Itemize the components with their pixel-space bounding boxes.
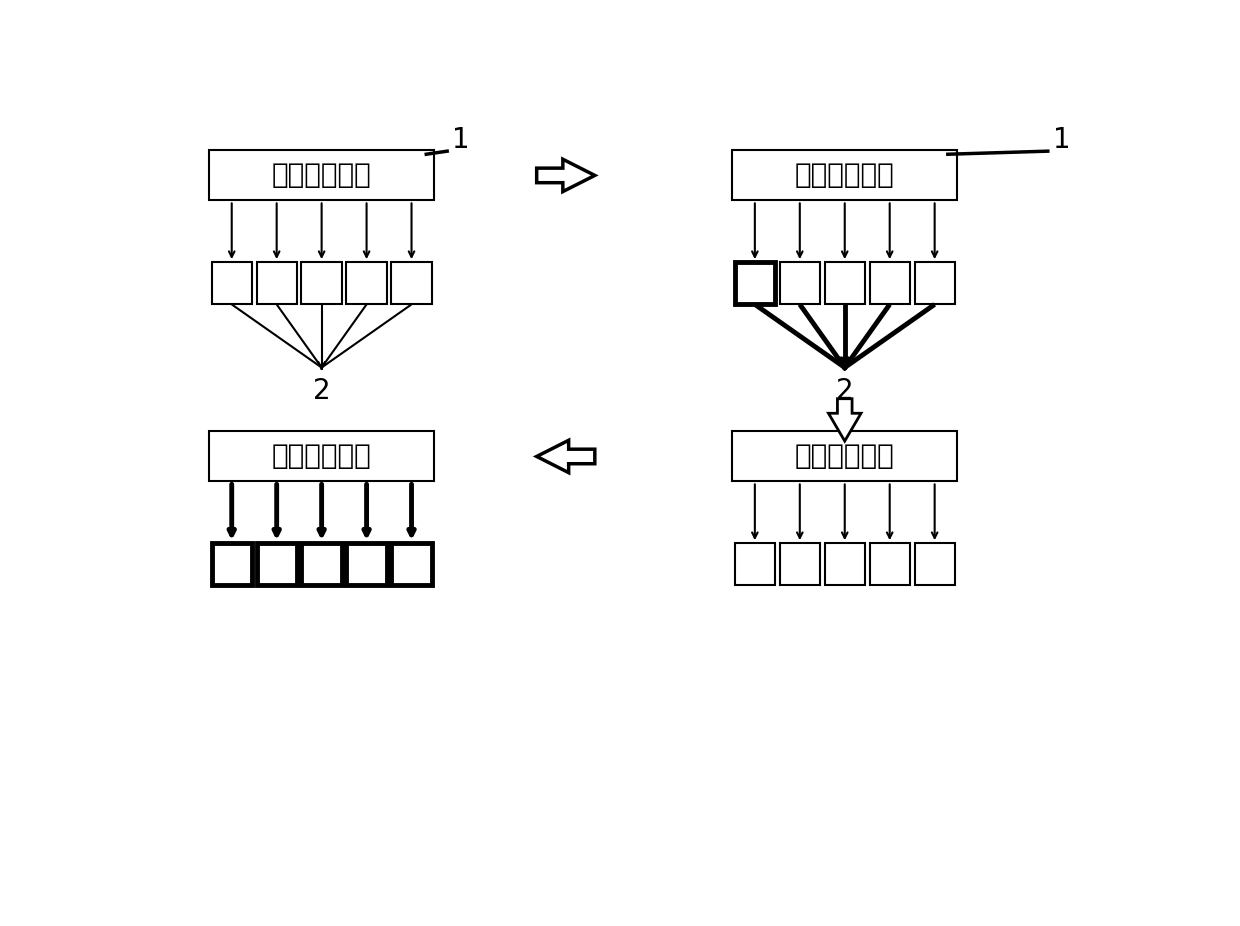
Bar xyxy=(780,543,820,585)
Bar xyxy=(346,543,387,585)
Text: 1: 1 xyxy=(453,126,470,155)
Text: 时序控制模块: 时序控制模块 xyxy=(795,161,894,190)
Bar xyxy=(257,262,296,305)
Bar xyxy=(212,543,252,585)
Text: 2: 2 xyxy=(312,377,330,405)
Bar xyxy=(210,432,434,482)
Polygon shape xyxy=(537,440,595,472)
Bar xyxy=(301,262,342,305)
Bar xyxy=(733,432,957,482)
Bar xyxy=(734,262,775,305)
Bar xyxy=(869,543,910,585)
Bar xyxy=(257,543,296,585)
Bar xyxy=(301,543,342,585)
Text: 1: 1 xyxy=(1053,126,1070,155)
Text: 时序控制模块: 时序控制模块 xyxy=(272,443,372,470)
Bar xyxy=(392,262,432,305)
Bar xyxy=(915,543,955,585)
Bar xyxy=(733,150,957,200)
Text: 2: 2 xyxy=(836,377,853,405)
Polygon shape xyxy=(828,399,861,441)
Bar xyxy=(780,262,820,305)
Bar xyxy=(210,150,434,200)
Bar xyxy=(825,543,866,585)
Bar xyxy=(734,543,775,585)
Text: 时序控制模块: 时序控制模块 xyxy=(272,161,372,190)
Bar xyxy=(915,262,955,305)
Text: 时序控制模块: 时序控制模块 xyxy=(795,443,894,470)
Bar xyxy=(392,543,432,585)
Bar xyxy=(825,262,866,305)
Bar xyxy=(346,262,387,305)
Polygon shape xyxy=(537,159,595,192)
Bar xyxy=(869,262,910,305)
Bar xyxy=(212,262,252,305)
